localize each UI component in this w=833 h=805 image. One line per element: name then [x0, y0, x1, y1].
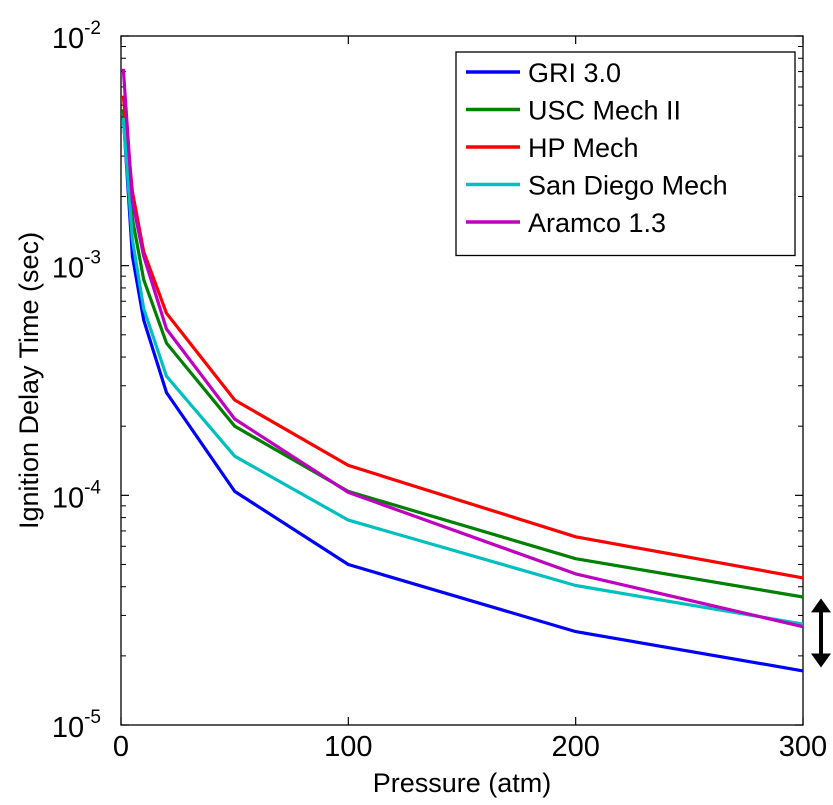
x-tick-label: 200 — [551, 731, 599, 763]
legend-label-san-diego-mech: San Diego Mech — [528, 171, 728, 201]
y-tick-label: 10-2 — [52, 18, 101, 55]
series-line-usc-mech-ii — [121, 109, 804, 599]
series-line-san-diego-mech — [121, 117, 804, 626]
plot-area-border — [120, 35, 804, 726]
tick-marks — [120, 35, 804, 726]
y-tick-base: 10 — [52, 253, 84, 285]
legend-label-aramco-1-3: Aramco 1.3 — [528, 208, 666, 238]
legend-label-hp-mech: HP Mech — [528, 133, 639, 163]
legend-label-gri-3-0: GRI 3.0 — [528, 58, 621, 88]
series-lines — [121, 68, 804, 673]
x-tick-label: 100 — [324, 731, 372, 763]
legend-label-usc-mech-ii: USC Mech II — [528, 96, 681, 126]
x-tick-label: 0 — [113, 731, 129, 763]
legend: GRI 3.0 USC Mech II HP Mech San Diego Mech A… — [455, 51, 796, 257]
series-line-gri-3-0 — [121, 115, 804, 673]
y-tick-base: 10 — [52, 23, 84, 55]
y-tick-exponent: -2 — [84, 18, 101, 39]
y-tick-labels: 10-210-310-410-5 — [52, 18, 102, 744]
series-line-hp-mech — [121, 95, 804, 580]
x-tick-label: 300 — [779, 731, 827, 763]
y-tick-label: 10-4 — [52, 477, 102, 514]
y-tick-label: 10-3 — [52, 248, 101, 285]
series-line-aramco-1-3 — [121, 68, 804, 629]
y-axis-label: Ignition Delay Time (sec) — [14, 232, 44, 529]
range-arrow-annotation — [811, 598, 831, 668]
y-tick-exponent: -4 — [84, 477, 101, 498]
y-tick-label: 10-5 — [52, 707, 101, 744]
arrow-head-up — [811, 598, 831, 613]
y-tick-exponent: -3 — [84, 248, 101, 269]
y-tick-exponent: -5 — [84, 707, 101, 728]
y-tick-base: 10 — [52, 482, 84, 514]
y-tick-base: 10 — [52, 712, 84, 744]
plot-frame — [120, 35, 804, 726]
arrow-head-down — [811, 653, 831, 668]
x-axis-label: Pressure (atm) — [373, 768, 552, 798]
x-tick-labels: 0 100 200 300 — [113, 731, 827, 763]
